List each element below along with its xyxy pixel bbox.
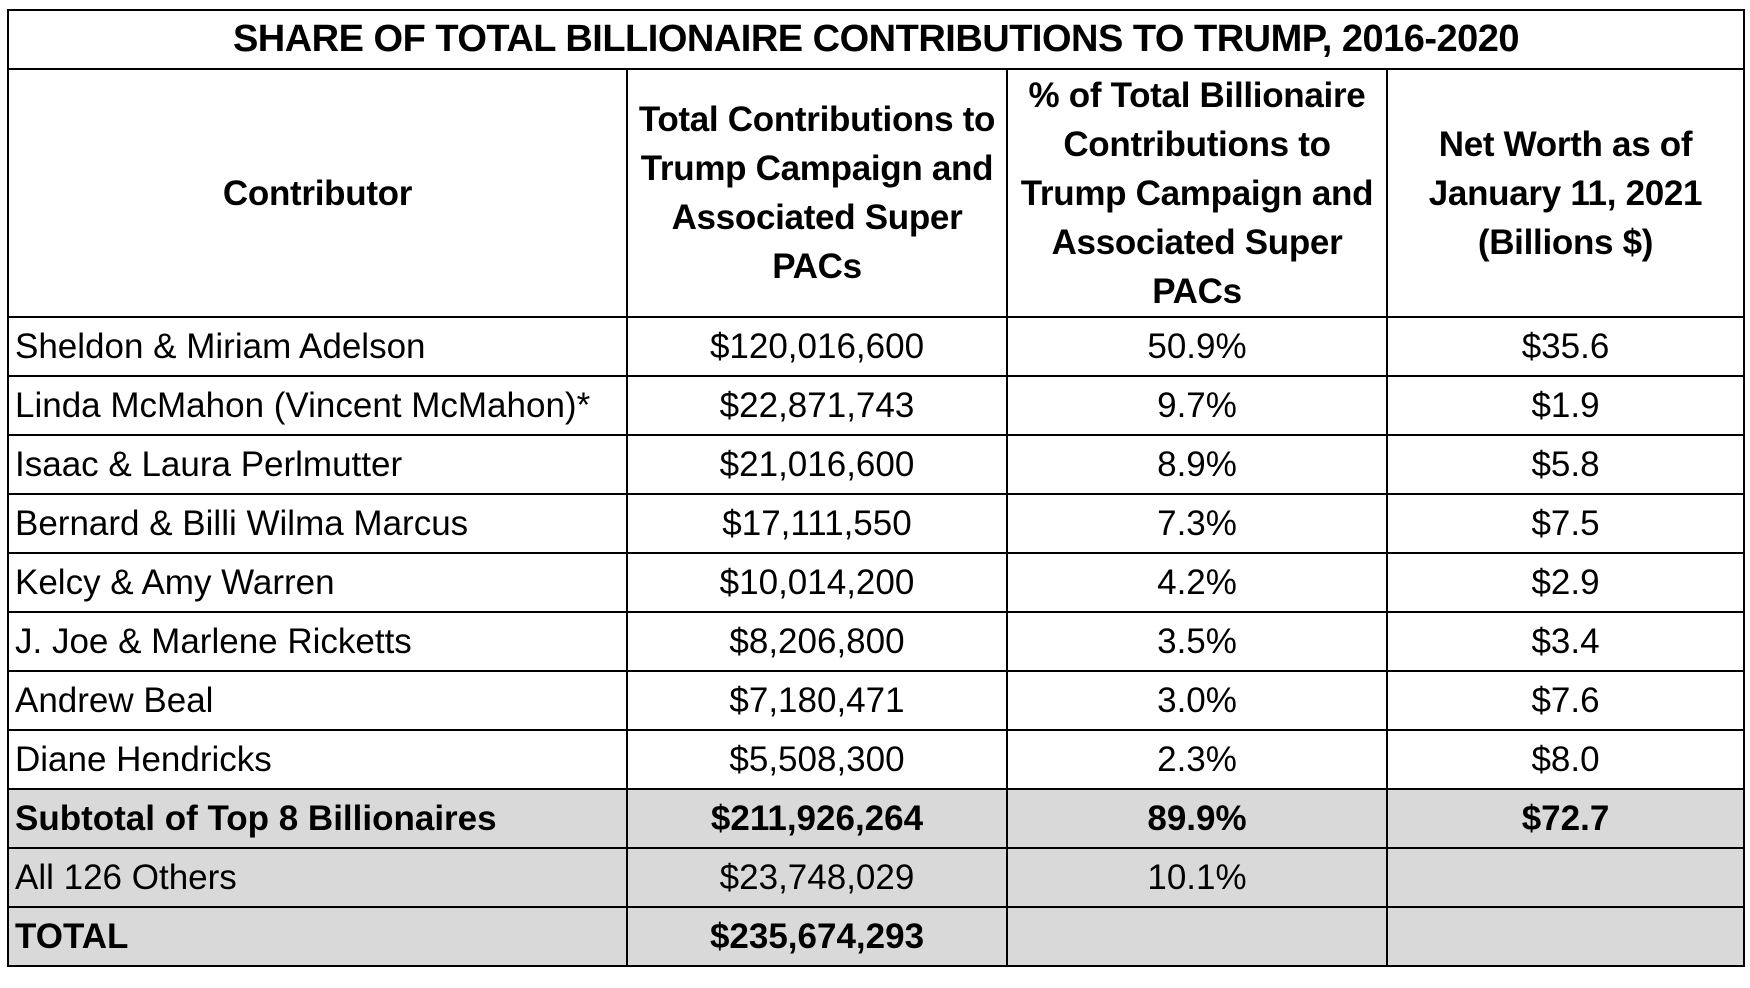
others-percent: 10.1% [1006,847,1388,908]
table-row: Sheldon & Miriam Adelson $120,016,600 50… [7,316,1745,377]
header-net-worth: Net Worth as of January 11, 2021 (Billio… [1386,68,1745,318]
percent-cell: 7.3% [1006,493,1388,554]
others-net-worth-empty [1386,847,1745,908]
net-worth-cell: $1.9 [1386,375,1745,436]
percent-cell: 50.9% [1006,316,1388,377]
title-row: SHARE OF TOTAL BILLIONAIRE CONTRIBUTIONS… [7,9,1745,70]
percent-cell: 3.0% [1006,670,1388,731]
net-worth-cell: $8.0 [1386,729,1745,790]
percent-cell: 8.9% [1006,434,1388,495]
others-total: $23,748,029 [626,847,1008,908]
subtotal-percent: 89.9% [1006,788,1388,849]
header-row: Contributor Total Contributions to Trump… [7,68,1745,318]
contributor-cell: Sheldon & Miriam Adelson [7,316,628,377]
net-worth-cell: $3.4 [1386,611,1745,672]
percent-cell: 2.3% [1006,729,1388,790]
contributor-cell: Kelcy & Amy Warren [7,552,628,613]
table-container: SHARE OF TOTAL BILLIONAIRE CONTRIBUTIONS… [7,9,1745,967]
total-percent-empty [1006,906,1388,967]
header-contributor: Contributor [7,68,628,318]
table-row: Linda McMahon (Vincent McMahon)* $22,871… [7,375,1745,436]
total-net-worth-empty [1386,906,1745,967]
subtotal-row: Subtotal of Top 8 Billionaires $211,926,… [7,788,1745,849]
contributor-cell: Diane Hendricks [7,729,628,790]
net-worth-cell: $5.8 [1386,434,1745,495]
table-row: Diane Hendricks $5,508,300 2.3% $8.0 [7,729,1745,790]
total-cell: $21,016,600 [626,434,1008,495]
contributor-cell: Andrew Beal [7,670,628,731]
others-label: All 126 Others [7,847,628,908]
total-label: TOTAL [7,906,628,967]
total-cell: $17,111,550 [626,493,1008,554]
total-cell: $7,180,471 [626,670,1008,731]
percent-cell: 9.7% [1006,375,1388,436]
subtotal-net-worth: $72.7 [1386,788,1745,849]
contributor-cell: Linda McMahon (Vincent McMahon)* [7,375,628,436]
total-cell: $120,016,600 [626,316,1008,377]
table-row: Andrew Beal $7,180,471 3.0% $7.6 [7,670,1745,731]
others-row: All 126 Others $23,748,029 10.1% [7,847,1745,908]
total-cell: $10,014,200 [626,552,1008,613]
net-worth-cell: $7.6 [1386,670,1745,731]
total-cell: $5,508,300 [626,729,1008,790]
percent-cell: 4.2% [1006,552,1388,613]
contributor-cell: Isaac & Laura Perlmutter [7,434,628,495]
table-title: SHARE OF TOTAL BILLIONAIRE CONTRIBUTIONS… [7,9,1745,70]
total-cell: $8,206,800 [626,611,1008,672]
table-row: Kelcy & Amy Warren $10,014,200 4.2% $2.9 [7,552,1745,613]
grand-total-value: $235,674,293 [626,906,1008,967]
total-cell: $22,871,743 [626,375,1008,436]
table-row: Bernard & Billi Wilma Marcus $17,111,550… [7,493,1745,554]
subtotal-total: $211,926,264 [626,788,1008,849]
table-row: Isaac & Laura Perlmutter $21,016,600 8.9… [7,434,1745,495]
net-worth-cell: $35.6 [1386,316,1745,377]
header-percent-of-total: % of Total Billionaire Contributions to … [1006,68,1388,318]
percent-cell: 3.5% [1006,611,1388,672]
net-worth-cell: $7.5 [1386,493,1745,554]
table-row: J. Joe & Marlene Ricketts $8,206,800 3.5… [7,611,1745,672]
total-row: TOTAL $235,674,293 [7,906,1745,967]
subtotal-label: Subtotal of Top 8 Billionaires [7,788,628,849]
contributor-cell: J. Joe & Marlene Ricketts [7,611,628,672]
contributions-table: SHARE OF TOTAL BILLIONAIRE CONTRIBUTIONS… [7,9,1745,967]
net-worth-cell: $2.9 [1386,552,1745,613]
contributor-cell: Bernard & Billi Wilma Marcus [7,493,628,554]
header-total-contributions: Total Contributions to Trump Campaign an… [626,68,1008,318]
